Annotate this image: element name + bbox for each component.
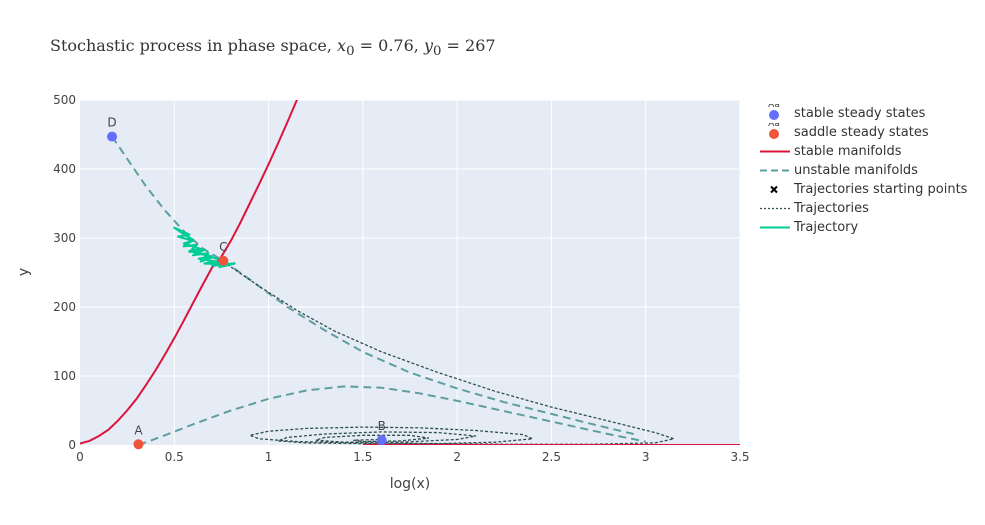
x-tick-label: 3 bbox=[642, 450, 650, 464]
stable-steady-state-point bbox=[376, 435, 387, 446]
legend-cross bbox=[770, 185, 778, 194]
points-layer: B D A C bbox=[107, 116, 387, 450]
legend-label: Trajectories starting points bbox=[794, 182, 968, 197]
legend-item[interactable]: Trajectories bbox=[760, 199, 967, 218]
plot-background bbox=[80, 100, 740, 445]
y-tick-label: 0 bbox=[68, 438, 76, 452]
legend-marker bbox=[769, 129, 779, 139]
legend-item[interactable]: Aa saddle steady states bbox=[760, 123, 967, 142]
x-tick-label: 0.5 bbox=[165, 450, 184, 464]
legend-symbol bbox=[770, 185, 778, 194]
y-axis-ticks: 0 100 200 300 400 500 bbox=[53, 93, 76, 452]
x-axis-title: log(x) bbox=[390, 476, 431, 492]
x-tick-label: 1 bbox=[265, 450, 273, 464]
legend-label: unstable manifolds bbox=[794, 163, 918, 178]
x-tick-label: 3.5 bbox=[730, 450, 749, 464]
x-tick-label: 1.5 bbox=[353, 450, 372, 464]
saddle-steady-state-point bbox=[133, 439, 144, 450]
unstable-manifold-line bbox=[111, 136, 637, 436]
legend: Aa stable steady states Aa saddle steady st… bbox=[760, 104, 967, 237]
steady-state-label: D bbox=[107, 116, 116, 130]
legend-symbol: Aa bbox=[768, 104, 780, 120]
legend-item[interactable]: stable manifolds bbox=[760, 142, 967, 161]
legend-label: stable manifolds bbox=[794, 144, 902, 159]
stable-manifold-line bbox=[80, 100, 740, 445]
legend-label: Trajectory bbox=[794, 220, 859, 235]
legend-item[interactable]: Trajectories starting points bbox=[760, 180, 967, 199]
steady-state-label: C bbox=[219, 240, 227, 254]
legend-marker bbox=[769, 110, 779, 120]
legend-symbol bbox=[760, 169, 790, 172]
x-axis-ticks: 0 0.5 1 1.5 2 2.5 3 3.5 bbox=[76, 450, 749, 464]
y-tick-label: 300 bbox=[53, 231, 76, 245]
steady-state-label: B bbox=[378, 419, 386, 433]
y-tick-label: 200 bbox=[53, 300, 76, 314]
legend-text-marker: Aa bbox=[768, 123, 780, 129]
legend-label: stable steady states bbox=[794, 106, 926, 121]
legend-item[interactable]: Trajectory bbox=[760, 218, 967, 237]
legend-symbol bbox=[760, 226, 790, 229]
steady-state-label: A bbox=[134, 423, 143, 437]
saddle-steady-state-point bbox=[218, 255, 229, 266]
y-tick-label: 500 bbox=[53, 93, 76, 107]
chart-title: Stochastic process in phase space, x0 = … bbox=[50, 36, 496, 60]
y-axis-title: y bbox=[16, 268, 32, 276]
x-tick-label: 2 bbox=[453, 450, 461, 464]
x-tick-label: 2.5 bbox=[542, 450, 561, 464]
x-tick-label: 0 bbox=[76, 450, 84, 464]
legend-label: saddle steady states bbox=[794, 125, 929, 140]
stable-steady-state-point bbox=[107, 131, 118, 142]
legend-symbol bbox=[760, 150, 790, 153]
legend-symbol bbox=[760, 207, 790, 210]
legend-item[interactable]: unstable manifolds bbox=[760, 161, 967, 180]
unstable-manifold-line bbox=[138, 385, 646, 445]
legend-symbol: Aa bbox=[768, 123, 780, 139]
legend-text-marker: Aa bbox=[768, 104, 780, 110]
trajectories-line bbox=[226, 263, 677, 445]
legend-label: Trajectories bbox=[794, 201, 869, 216]
y-tick-label: 400 bbox=[53, 162, 76, 176]
legend-item[interactable]: Aa stable steady states bbox=[760, 104, 967, 123]
y-tick-label: 100 bbox=[53, 369, 76, 383]
